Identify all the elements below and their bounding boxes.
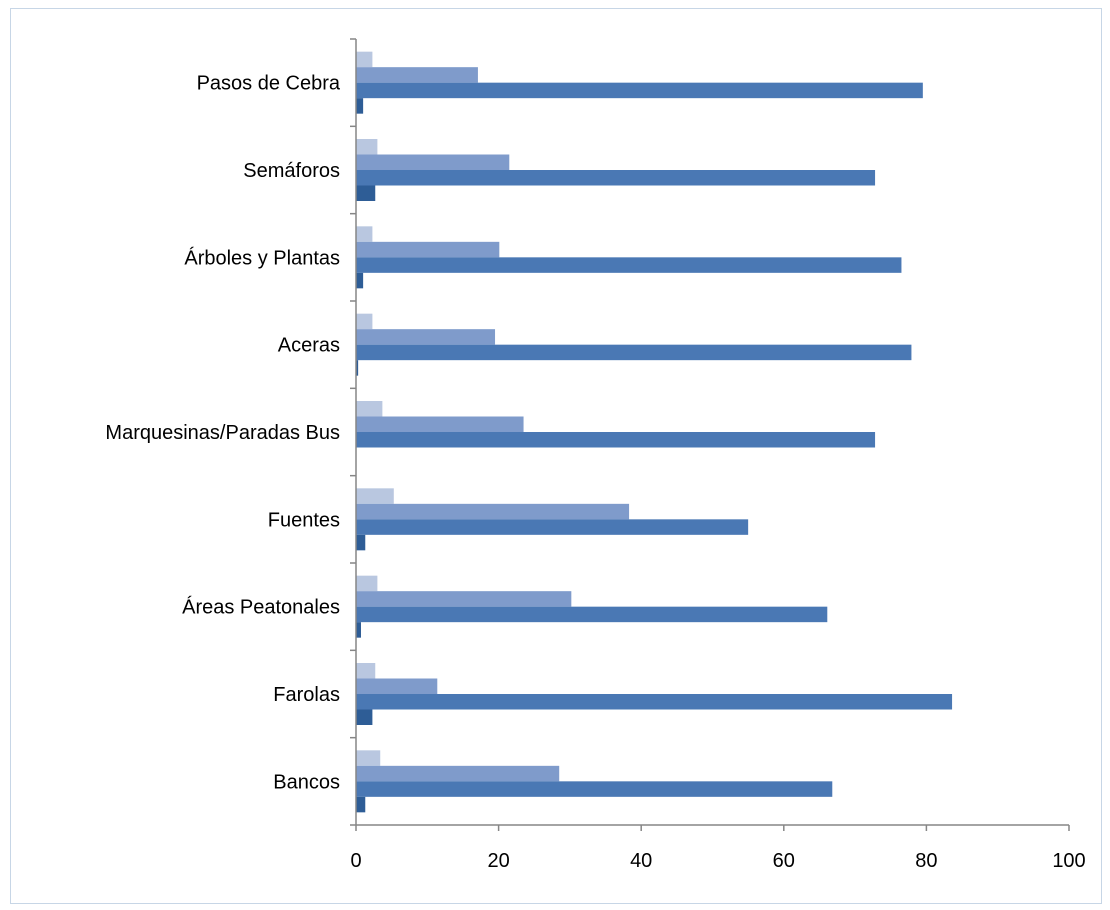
bar-sem-foros-series-4 <box>356 185 376 201</box>
bar-sem-foros-series-2 <box>356 154 510 170</box>
category-label: Farolas <box>273 684 340 706</box>
bar-aceras-series-1 <box>356 313 373 330</box>
bar-sem-foros-series-3 <box>356 170 876 186</box>
bar--reas-peatonales-series-3 <box>356 606 828 623</box>
x-tick-label: 60 <box>773 850 795 872</box>
bar-pasos-de-cebra-series-3 <box>356 82 923 99</box>
x-tick-label: 20 <box>487 850 509 872</box>
bar--rboles-y-plantas-series-4 <box>356 272 364 289</box>
bar-marquesinas-paradas-bus-series-1 <box>356 401 383 417</box>
bar--reas-peatonales-series-4 <box>356 622 361 638</box>
bar-aceras-series-2 <box>356 329 496 345</box>
x-tick-label: 80 <box>915 850 937 872</box>
chart-frame: Bancos Farolas Áreas Peatonales Fuentes Marq… <box>10 8 1102 904</box>
bar-pasos-de-cebra-series-1 <box>356 51 373 68</box>
bar-bancos-series-2 <box>356 765 560 782</box>
bar-fuentes-series-1 <box>356 488 394 504</box>
bars-layer <box>356 51 953 813</box>
bar-bancos-series-1 <box>356 750 381 766</box>
bar--rboles-y-plantas-series-1 <box>356 226 373 242</box>
bar-aceras-series-3 <box>356 344 912 361</box>
bar-marquesinas-paradas-bus-series-3 <box>356 432 876 448</box>
labels-layer: Bancos Farolas Áreas Peatonales Fuentes Marq… <box>105 73 1085 872</box>
category-label: Bancos <box>273 771 340 793</box>
x-tick-label: 100 <box>1052 850 1085 872</box>
axes-layer <box>350 38 1070 831</box>
bar-bancos-series-4 <box>356 796 366 813</box>
bar-farolas-series-3 <box>356 694 953 710</box>
category-label: Árboles y Plantas <box>184 246 340 269</box>
bar-pasos-de-cebra-series-4 <box>356 98 364 114</box>
category-label: Pasos de Cebra <box>197 73 341 95</box>
bar-aceras-series-4 <box>356 360 359 376</box>
bar-farolas-series-2 <box>356 678 438 694</box>
category-label: Marquesinas/Paradas Bus <box>105 422 340 444</box>
bar-sem-foros-series-1 <box>356 139 378 155</box>
category-label: Aceras <box>278 335 340 357</box>
bar--reas-peatonales-series-2 <box>356 591 572 607</box>
category-label: Fuentes <box>268 509 340 531</box>
bar-pasos-de-cebra-series-2 <box>356 67 478 83</box>
x-tick-label: 0 <box>350 850 361 872</box>
bar-fuentes-series-3 <box>356 519 749 535</box>
category-label: Áreas Peatonales <box>182 596 340 619</box>
bar-bancos-series-3 <box>356 781 833 797</box>
bar--rboles-y-plantas-series-3 <box>356 257 902 273</box>
x-tick-label: 40 <box>630 850 652 872</box>
bar--rboles-y-plantas-series-2 <box>356 241 500 258</box>
bar-marquesinas-paradas-bus-series-2 <box>356 416 524 432</box>
bar-chart: Bancos Farolas Áreas Peatonales Fuentes Marq… <box>105 38 1086 872</box>
bar--reas-peatonales-series-1 <box>356 575 378 592</box>
category-label: Semáforos <box>243 160 340 182</box>
bar-fuentes-series-4 <box>356 534 366 551</box>
bar-farolas-series-1 <box>356 663 376 679</box>
bar-farolas-series-4 <box>356 709 373 725</box>
bar-fuentes-series-2 <box>356 503 630 520</box>
